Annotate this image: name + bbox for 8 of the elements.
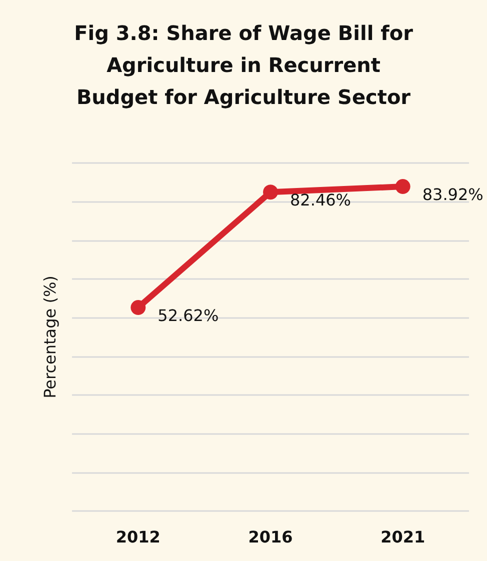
x-tick-label: 2016 (248, 528, 293, 546)
chart-title: Fig 3.8: Share of Wage Bill for Agriculture in Recurrent Budget for Agriculture Sector (74, 21, 414, 109)
data-label: 82.46% (290, 190, 352, 210)
x-tick-label: 2021 (380, 528, 426, 546)
x-tick-label: 2012 (116, 528, 160, 546)
y-axis-title: Percentage (%) (40, 276, 60, 398)
data-label: 83.92% (422, 185, 484, 204)
data-label: 52.62% (158, 306, 219, 326)
